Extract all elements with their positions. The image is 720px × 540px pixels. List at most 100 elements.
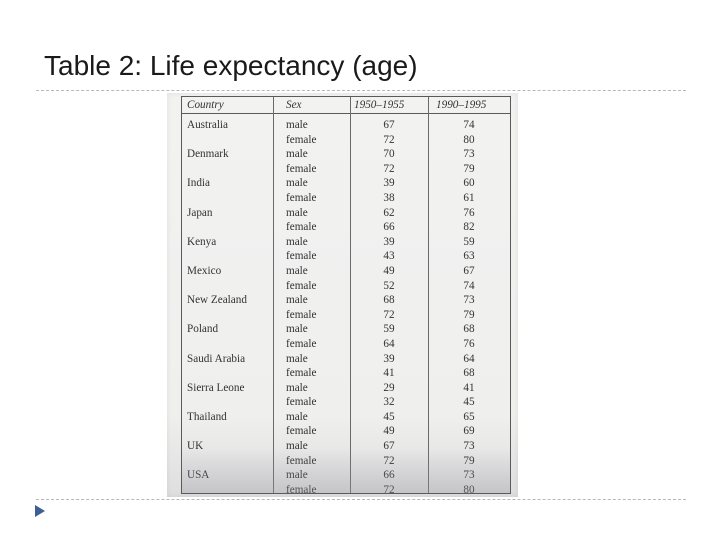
cell-1950-1955: 29 (383, 381, 395, 394)
header-period-1990-1995: 1990–1995 (436, 99, 487, 111)
cell-sex: female (286, 396, 317, 409)
cell-1950-1955: 39 (383, 177, 395, 190)
cell-country: Kenya (187, 235, 217, 248)
cell-1950-1955: 66 (383, 469, 395, 482)
table-row: female 72 79 (182, 454, 510, 469)
top-divider (36, 90, 686, 91)
cell-1990-1995: 79 (463, 454, 475, 467)
table-row: female 72 79 (182, 162, 510, 177)
header-sex: Sex (286, 99, 302, 111)
cell-1950-1955: 67 (383, 440, 395, 453)
cell-1990-1995: 65 (463, 410, 475, 423)
table-row: Saudi Arabia male 39 64 (182, 352, 510, 367)
table-body: Australia male 67 74 female 72 80 Denmark male 70… (182, 118, 510, 497)
table-row: female 41 68 (182, 366, 510, 381)
cell-1950-1955: 68 (383, 294, 395, 307)
cell-sex: male (286, 294, 308, 307)
table-row: female 43 63 (182, 249, 510, 264)
table-row: female 64 76 (182, 337, 510, 352)
cell-1950-1955: 67 (383, 119, 395, 131)
cell-country: Japan (187, 206, 213, 219)
cell-1990-1995: 41 (463, 381, 475, 394)
cell-1990-1995: 68 (463, 367, 475, 380)
cell-sex: female (286, 250, 317, 263)
cell-1990-1995: 60 (463, 177, 475, 190)
cell-1990-1995: 74 (463, 279, 475, 292)
cell-1990-1995: 76 (463, 206, 475, 219)
slide-title: Table 2: Life expectancy (age) (44, 50, 418, 81)
cell-1950-1955: 59 (383, 323, 395, 336)
bottom-divider (36, 499, 686, 500)
table-row: USA male 66 73 (182, 468, 510, 483)
header-period-1950-1955: 1950–1955 (354, 99, 405, 111)
cell-sex: male (286, 235, 308, 248)
cell-1950-1955: 70 (383, 148, 395, 161)
cell-1950-1955: 64 (383, 337, 395, 350)
cell-1990-1995: 68 (463, 323, 475, 336)
table-row: New Zealand male 68 73 (182, 293, 510, 308)
cell-1990-1995: 79 (463, 308, 475, 321)
cell-1990-1995: 67 (463, 264, 475, 277)
cell-1990-1995: 59 (463, 235, 475, 248)
cell-sex: male (286, 352, 308, 365)
cell-country: Mexico (187, 264, 222, 277)
cell-sex: female (286, 162, 317, 175)
cell-sex: male (286, 410, 308, 423)
triangle-bullet-icon (34, 504, 46, 523)
cell-1990-1995: 76 (463, 337, 475, 350)
cell-sex: male (286, 206, 308, 219)
cell-1990-1995: 73 (463, 294, 475, 307)
cell-sex: male (286, 264, 308, 277)
table-row: female 52 74 (182, 279, 510, 294)
cell-sex: male (286, 119, 308, 131)
table-row: Thailand male 45 65 (182, 410, 510, 425)
table-row: Poland male 59 68 (182, 322, 510, 337)
table-row: Sierra Leone male 29 41 (182, 381, 510, 396)
cell-sex: female (286, 425, 317, 438)
table-row: Australia male 67 74 (182, 118, 510, 133)
table-header-row: Country Sex 1950–1955 1990–1995 (182, 97, 510, 114)
table-row: female 72 79 (182, 308, 510, 323)
cell-1950-1955: 49 (383, 264, 395, 277)
cell-country: Thailand (187, 410, 227, 423)
cell-1990-1995: 73 (463, 148, 475, 161)
cell-1990-1995: 73 (463, 440, 475, 453)
cell-1950-1955: 66 (383, 221, 395, 234)
cell-country: Sierra Leone (187, 381, 245, 394)
cell-country: Australia (187, 119, 229, 131)
life-expectancy-table: Country Sex 1950–1955 1990–1995 Australi… (181, 96, 511, 497)
cell-1990-1995: 63 (463, 250, 475, 263)
cell-1990-1995: 80 (463, 483, 475, 496)
cell-country: Denmark (187, 148, 229, 161)
cell-country: Poland (187, 323, 219, 336)
cell-sex: male (286, 177, 308, 190)
cell-1950-1955: 41 (383, 367, 395, 380)
cell-1950-1955: 38 (383, 191, 395, 204)
cell-sex: female (286, 483, 317, 496)
cell-1990-1995: 69 (463, 425, 475, 438)
cell-1950-1955: 72 (383, 133, 395, 146)
cell-sex: male (286, 323, 308, 336)
table-row: UK male 67 73 (182, 439, 510, 454)
table-row: female 32 45 (182, 395, 510, 410)
cell-1950-1955: 62 (383, 206, 395, 219)
cell-sex: male (286, 148, 308, 161)
table-row: female 66 82 (182, 220, 510, 235)
cell-1990-1995: 82 (463, 221, 475, 234)
cell-sex: female (286, 279, 317, 292)
scanned-table-image (167, 93, 518, 497)
cell-sex: female (286, 133, 317, 146)
cell-1950-1955: 43 (383, 250, 395, 263)
table-row: Denmark male 70 73 (182, 147, 510, 162)
cell-country: India (187, 177, 210, 190)
cell-1950-1955: 72 (383, 308, 395, 321)
cell-1990-1995: 64 (463, 352, 475, 365)
table-row: female 72 80 (182, 133, 510, 148)
table-row: Kenya male 39 59 (182, 235, 510, 250)
cell-sex: female (286, 191, 317, 204)
cell-sex: male (286, 469, 308, 482)
cell-sex: female (286, 454, 317, 467)
cell-1950-1955: 72 (383, 483, 395, 496)
cell-1990-1995: 79 (463, 162, 475, 175)
cell-1990-1995: 73 (463, 469, 475, 482)
